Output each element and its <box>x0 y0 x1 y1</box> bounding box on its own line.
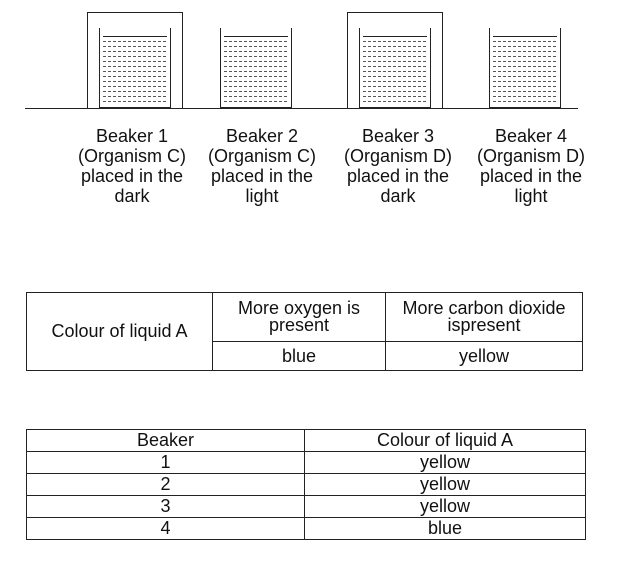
beaker-caption-3: Beaker 3 (Organism D) placed in the dark <box>343 126 452 206</box>
bench-line <box>25 108 578 109</box>
beaker-4 <box>489 28 561 108</box>
beaker-3 <box>359 28 431 108</box>
liquid-a <box>224 36 288 104</box>
beaker-caption-2: Beaker 2 (Organism C) placed in the ligh… <box>207 126 316 206</box>
table-header-row: Beaker Colour of liquid A <box>26 429 586 452</box>
beaker-caption-1: Beaker 1 (Organism C) placed in the dark <box>77 126 186 206</box>
liquid-a <box>363 36 427 104</box>
key-value-carbon-dioxide: yellow <box>385 341 583 371</box>
table-row: 2 yellow <box>26 473 586 496</box>
header-beaker: Beaker <box>26 429 305 452</box>
key-value-oxygen: blue <box>212 341 386 371</box>
beaker-diagram <box>0 0 618 115</box>
table-row: 3 yellow <box>26 495 586 518</box>
beaker-1 <box>99 28 171 108</box>
dark-cover-beaker-3 <box>347 12 443 108</box>
liquid-a <box>103 36 167 104</box>
header-colour: Colour of liquid A <box>304 429 586 452</box>
results-table: Beaker Colour of liquid A 1 yellow 2 yel… <box>26 429 586 540</box>
indicator-key-table: Colour of liquid A More oxygen is presen… <box>26 292 583 371</box>
dark-cover-beaker-1 <box>87 12 183 108</box>
beaker-2 <box>220 28 292 108</box>
beaker-caption-4: Beaker 4 (Organism D) placed in the ligh… <box>476 126 585 206</box>
table-row: 4 blue <box>26 517 586 540</box>
liquid-a <box>493 36 557 104</box>
table-row: 1 yellow <box>26 451 586 474</box>
key-row-header: Colour of liquid A <box>26 292 213 371</box>
key-col-oxygen: More oxygen is present <box>212 292 386 342</box>
key-col-carbon-dioxide: More carbon dioxide ispresent <box>385 292 583 342</box>
